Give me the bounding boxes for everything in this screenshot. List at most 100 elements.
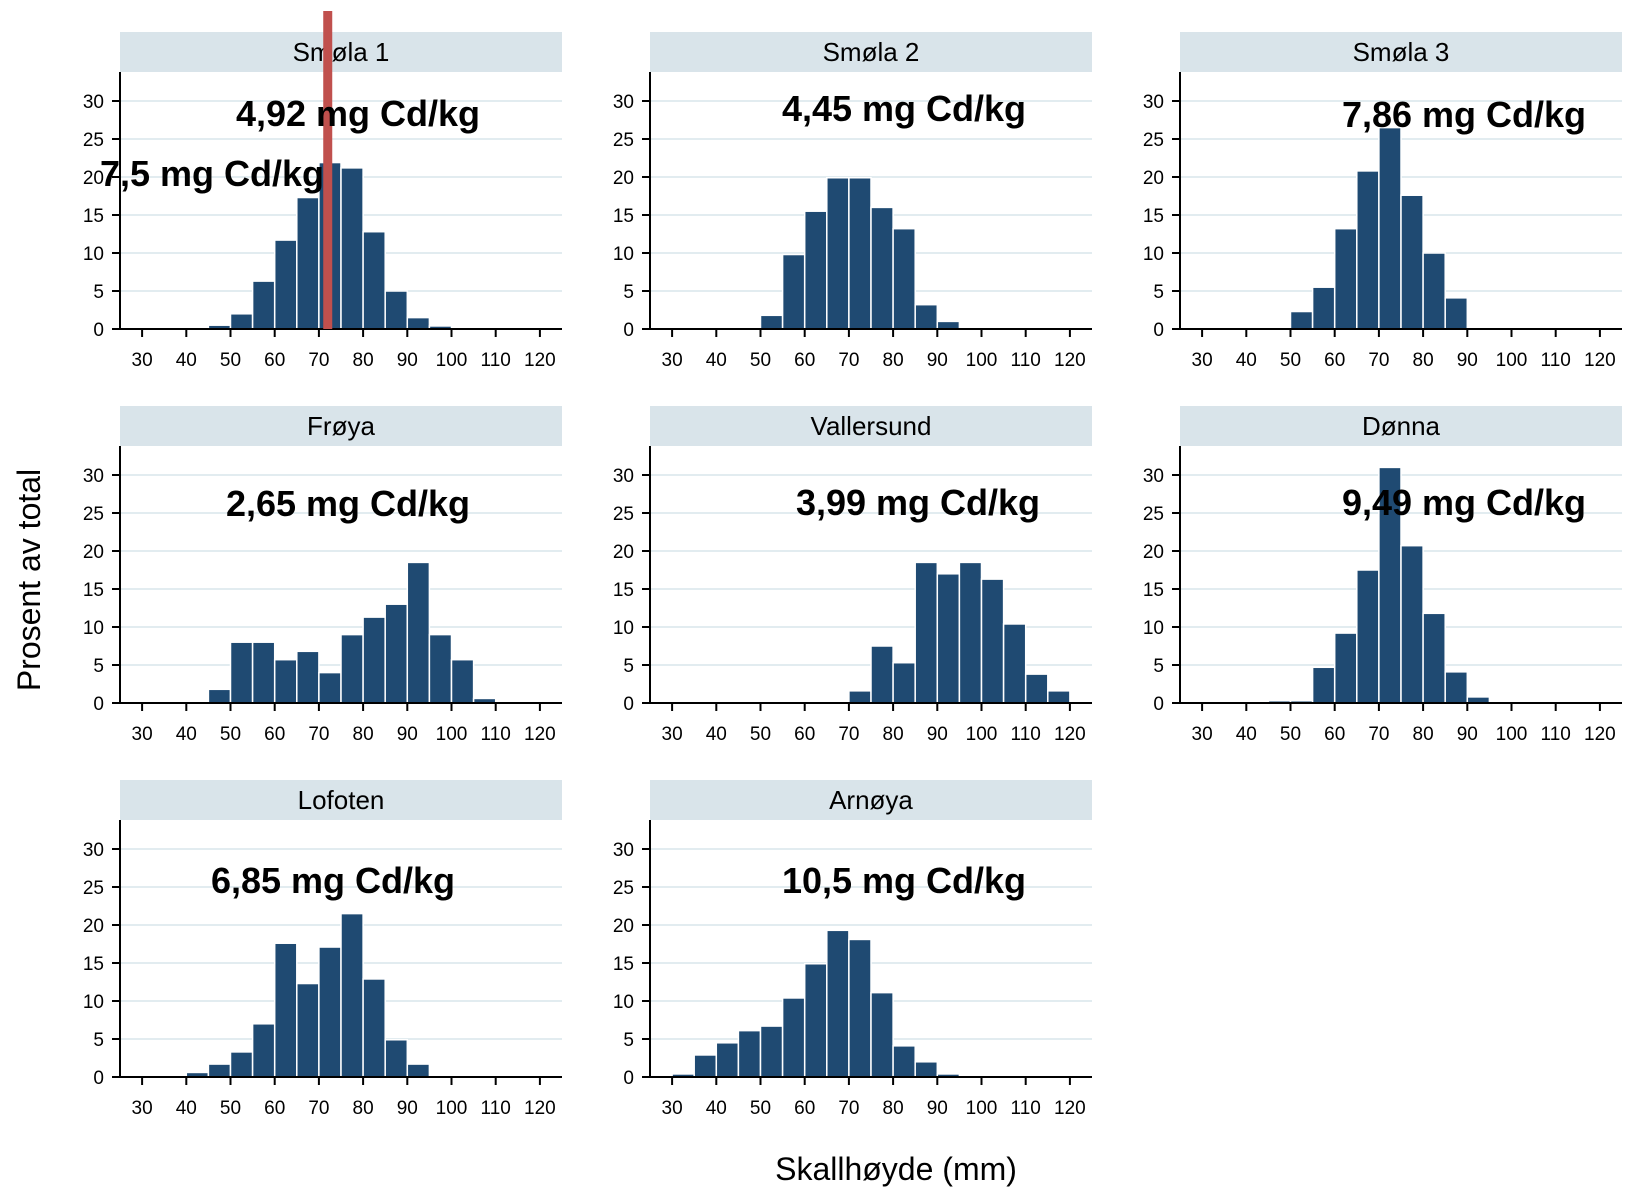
cadmium-annotation: 7,86 mg Cd/kg xyxy=(1342,94,1586,135)
histogram-bar xyxy=(759,1025,784,1078)
y-tick-label: 20 xyxy=(83,916,104,937)
histogram-bar xyxy=(340,912,364,1078)
panel-header xyxy=(120,406,562,446)
panel-header xyxy=(650,406,1092,446)
histogram-bar xyxy=(362,230,386,330)
y-tick-label: 15 xyxy=(83,206,104,227)
histogram-bar xyxy=(1356,569,1380,704)
panel-title: Dønna xyxy=(1362,411,1441,441)
histogram-bar xyxy=(826,929,850,1078)
histogram-bar xyxy=(781,997,806,1078)
x-tick-label: 70 xyxy=(308,350,329,371)
panel-header xyxy=(120,32,562,72)
marker-line xyxy=(323,11,333,329)
histogram-bar xyxy=(207,688,232,704)
histogram-bar xyxy=(318,946,342,1078)
x-tick-label: 100 xyxy=(1496,350,1528,371)
histogram-bar xyxy=(1400,544,1424,704)
histogram-bar xyxy=(450,658,475,704)
histogram-bar xyxy=(803,963,828,1078)
y-tick-label: 10 xyxy=(83,992,104,1013)
x-tick-label: 60 xyxy=(794,350,815,371)
x-tick-label: 50 xyxy=(750,1098,771,1119)
histogram-bar xyxy=(251,280,276,330)
x-tick-label: 50 xyxy=(1280,350,1301,371)
x-tick-label: 100 xyxy=(966,350,998,371)
y-tick-label: 15 xyxy=(613,206,634,227)
x-tick-label: 40 xyxy=(176,1098,197,1119)
x-tick-label: 90 xyxy=(1457,350,1478,371)
y-tick-label: 25 xyxy=(1143,504,1164,525)
x-tick-label: 30 xyxy=(1192,724,1213,745)
panel-title: Arnøya xyxy=(829,785,913,815)
x-tick-label: 30 xyxy=(662,724,683,745)
y-tick-label: 5 xyxy=(1153,282,1164,303)
x-tick-label: 90 xyxy=(397,1098,418,1119)
histogram-bar xyxy=(1422,612,1446,704)
histogram-bar xyxy=(1311,666,1336,704)
x-tick-label: 40 xyxy=(176,350,197,371)
y-tick-label: 5 xyxy=(93,282,104,303)
x-tick-label: 40 xyxy=(1236,724,1257,745)
histogram-bar xyxy=(848,938,872,1078)
x-tick-label: 90 xyxy=(927,724,948,745)
x-tick-label: 100 xyxy=(436,1098,468,1119)
y-tick-label: 15 xyxy=(1143,206,1164,227)
histogram-bar xyxy=(406,561,431,704)
y-tick-label: 15 xyxy=(83,954,104,975)
histogram-bar xyxy=(229,313,254,330)
y-tick-label: 5 xyxy=(623,656,634,677)
histogram-bar xyxy=(1333,632,1358,704)
x-tick-label: 110 xyxy=(1011,724,1041,745)
y-tick-label: 10 xyxy=(83,618,104,639)
x-tick-label: 100 xyxy=(966,724,998,745)
x-tick-label: 70 xyxy=(838,724,859,745)
histogram-bar xyxy=(737,1029,762,1078)
x-tick-label: 120 xyxy=(524,724,556,745)
x-tick-label: 30 xyxy=(132,724,153,745)
x-tick-label: 40 xyxy=(1236,350,1257,371)
histogram-bar xyxy=(1047,690,1071,704)
x-tick-label: 90 xyxy=(927,1098,948,1119)
x-tick-label: 90 xyxy=(1457,724,1478,745)
y-tick-label: 0 xyxy=(623,320,634,341)
y-tick-label: 20 xyxy=(1143,168,1164,189)
histogram-bar xyxy=(1289,310,1314,330)
y-tick-label: 25 xyxy=(613,504,634,525)
histogram-bar xyxy=(251,641,276,704)
x-tick-label: 100 xyxy=(436,350,468,371)
x-tick-label: 110 xyxy=(481,350,511,371)
x-tick-label: 50 xyxy=(220,350,241,371)
x-tick-label: 80 xyxy=(883,1098,904,1119)
histogram-bar xyxy=(362,978,386,1078)
x-tick-label: 30 xyxy=(662,1098,683,1119)
y-tick-label: 0 xyxy=(93,694,104,715)
x-tick-label: 50 xyxy=(750,724,771,745)
histogram-bar xyxy=(1400,194,1424,330)
cadmium-annotation: 3,99 mg Cd/kg xyxy=(796,482,1040,523)
x-tick-label: 70 xyxy=(1368,724,1389,745)
x-tick-label: 70 xyxy=(1368,350,1389,371)
histogram-bar xyxy=(1378,126,1402,330)
x-tick-label: 80 xyxy=(353,1098,374,1119)
cadmium-annotation: 10,5 mg Cd/kg xyxy=(782,860,1026,901)
histogram-bar xyxy=(340,167,364,330)
histogram-bar xyxy=(1311,286,1336,330)
y-tick-label: 10 xyxy=(613,618,634,639)
panel-title: Smøla 2 xyxy=(823,37,920,67)
cadmium-annotation: 4,92 mg Cd/kg xyxy=(236,93,480,134)
panel-header xyxy=(1180,406,1622,446)
histogram-bar xyxy=(892,1045,916,1078)
x-tick-label: 110 xyxy=(481,1098,511,1119)
histogram-bar xyxy=(296,196,320,330)
histogram-bar xyxy=(207,1063,232,1078)
x-tick-label: 80 xyxy=(1413,350,1434,371)
histogram-bar xyxy=(384,290,409,330)
y-tick-label: 20 xyxy=(83,168,104,189)
histogram-bar xyxy=(273,658,298,704)
y-tick-label: 25 xyxy=(83,878,104,899)
x-tick-label: 60 xyxy=(794,724,815,745)
x-tick-label: 120 xyxy=(1054,724,1086,745)
x-tick-label: 110 xyxy=(481,724,511,745)
histogram-bar xyxy=(936,573,961,704)
